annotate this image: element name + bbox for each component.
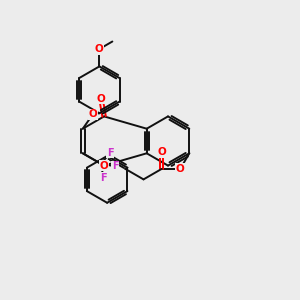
Text: F: F <box>112 161 119 171</box>
Text: F: F <box>100 173 107 183</box>
Text: O: O <box>97 94 105 104</box>
Text: O: O <box>176 164 185 174</box>
Text: F: F <box>107 148 113 158</box>
Text: O: O <box>100 160 109 171</box>
Text: O: O <box>157 147 166 158</box>
Text: O: O <box>88 110 97 119</box>
Text: O: O <box>95 44 104 54</box>
